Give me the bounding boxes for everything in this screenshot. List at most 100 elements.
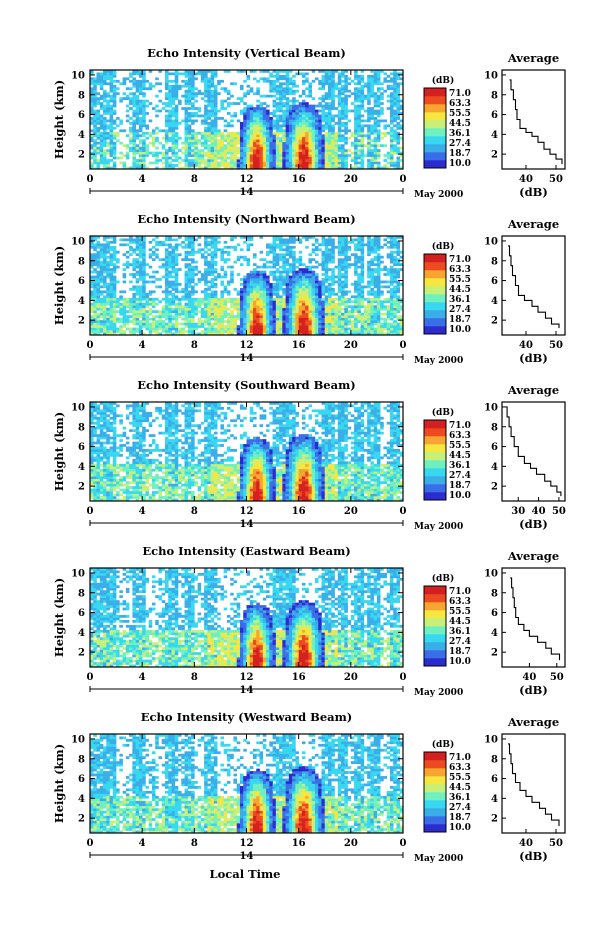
- heatmap-cell: [321, 300, 326, 304]
- heatmap-cell: [112, 270, 117, 274]
- heatmap-cell: [344, 94, 348, 98]
- heatmap-cell: [132, 275, 136, 279]
- heatmap-cell: [301, 290, 306, 294]
- heatmap-cell: [243, 139, 247, 143]
- heatmap-cell: [103, 278, 107, 281]
- heatmap-cell: [168, 109, 172, 113]
- heatmap-cell: [301, 156, 306, 160]
- heatmap-cell: [213, 320, 218, 323]
- heatmap-cell: [253, 255, 257, 259]
- heatmap-cell: [164, 270, 169, 274]
- heatmap-cell: [135, 87, 140, 91]
- heatmap-cell: [262, 112, 267, 115]
- heatmap-cell: [132, 285, 136, 289]
- heatmap-cell: [213, 270, 218, 274]
- heatmap-cell: [194, 332, 198, 336]
- heatmap-cell: [138, 119, 143, 123]
- heatmap-cell: [314, 260, 319, 264]
- heatmap-cell: [184, 330, 189, 333]
- heatmap-cell: [204, 240, 208, 244]
- heatmap-cell: [285, 79, 290, 83]
- heatmap-cell: [112, 149, 117, 152]
- heatmap-cell: [112, 97, 117, 100]
- heatmap-cell: [164, 265, 169, 269]
- heatmap-cell: [103, 327, 107, 331]
- heatmap-cell: [279, 255, 283, 259]
- heatmap-cell: [142, 287, 146, 291]
- heatmap-cell: [292, 273, 296, 276]
- heatmap-cell: [360, 97, 365, 100]
- heatmap-cell: [106, 102, 110, 105]
- heatmap-cell: [341, 74, 345, 78]
- heatmap-cell: [191, 275, 195, 279]
- heatmap-cell: [288, 82, 293, 86]
- heatmap-cell: [331, 159, 335, 162]
- heatmap-cell: [282, 327, 286, 331]
- heatmap-cell: [288, 270, 293, 274]
- heatmap-cell: [187, 300, 192, 304]
- heatmap-cell: [135, 121, 140, 125]
- heatmap-cell: [217, 79, 221, 83]
- heatmap-cell: [295, 280, 299, 284]
- heatmap-cell: [337, 139, 342, 143]
- heatmap-cell: [181, 317, 185, 321]
- heatmap-cell: [204, 166, 208, 170]
- heatmap-cell: [337, 330, 342, 333]
- heatmap-cell: [253, 151, 257, 155]
- heatmap-cell: [331, 166, 335, 170]
- heatmap-cell: [145, 325, 149, 328]
- heatmap-cell: [256, 119, 260, 123]
- heatmap-cell: [279, 149, 283, 152]
- heatmap-cell: [171, 300, 176, 304]
- heatmap-cell: [122, 97, 127, 100]
- heatmap-cell: [321, 310, 326, 314]
- heatmap-cell: [318, 114, 322, 118]
- heatmap-cell: [347, 315, 352, 318]
- heatmap-cell: [331, 280, 335, 284]
- heatmap-cell: [259, 139, 264, 143]
- heatmap-cell: [106, 124, 110, 128]
- heatmap-cell: [164, 149, 169, 152]
- heatmap-cell: [132, 109, 136, 113]
- heatmap-cell: [210, 297, 215, 301]
- heatmap-cell: [292, 139, 296, 143]
- heatmap-cell: [230, 102, 234, 105]
- heatmap-cell: [93, 270, 97, 274]
- heatmap-cell: [155, 156, 159, 160]
- heatmap-cell: [112, 245, 117, 249]
- heatmap-cell: [314, 126, 319, 130]
- heatmap-cell: [360, 94, 365, 98]
- heatmap-cell: [112, 121, 117, 125]
- heatmap-cell: [393, 102, 397, 105]
- heatmap-cell: [249, 283, 254, 286]
- heatmap-cell: [331, 255, 335, 259]
- heatmap-cell: [253, 320, 257, 323]
- heatmap-cell: [380, 131, 384, 135]
- heatmap-cell: [328, 305, 332, 309]
- heatmap-cell: [230, 315, 234, 318]
- heatmap-cell: [129, 280, 133, 284]
- heatmap-cell: [275, 253, 280, 257]
- heatmap-cell: [256, 273, 260, 276]
- heatmap-cell: [331, 149, 335, 152]
- heatmap-cell: [292, 114, 296, 118]
- heatmap-cell: [217, 134, 221, 138]
- heatmap-cell: [168, 320, 172, 323]
- heatmap-cell: [181, 307, 185, 311]
- heatmap-cell: [383, 166, 387, 170]
- heatmap-cell: [119, 97, 123, 100]
- heatmap-cell: [171, 99, 176, 103]
- heatmap-cell: [204, 292, 208, 296]
- heatmap-cell: [96, 315, 101, 318]
- heatmap-cell: [184, 317, 189, 321]
- heatmap-cell: [350, 92, 355, 96]
- heatmap-cell: [174, 112, 179, 115]
- heatmap-cell: [279, 70, 283, 73]
- heatmap-cell: [331, 151, 335, 155]
- heatmap-cell: [360, 107, 365, 110]
- heatmap-cell: [354, 164, 358, 167]
- heatmap-cell: [90, 325, 94, 328]
- heatmap-cell: [399, 107, 404, 110]
- heatmap-cell: [164, 287, 169, 291]
- heatmap-cell: [99, 285, 104, 289]
